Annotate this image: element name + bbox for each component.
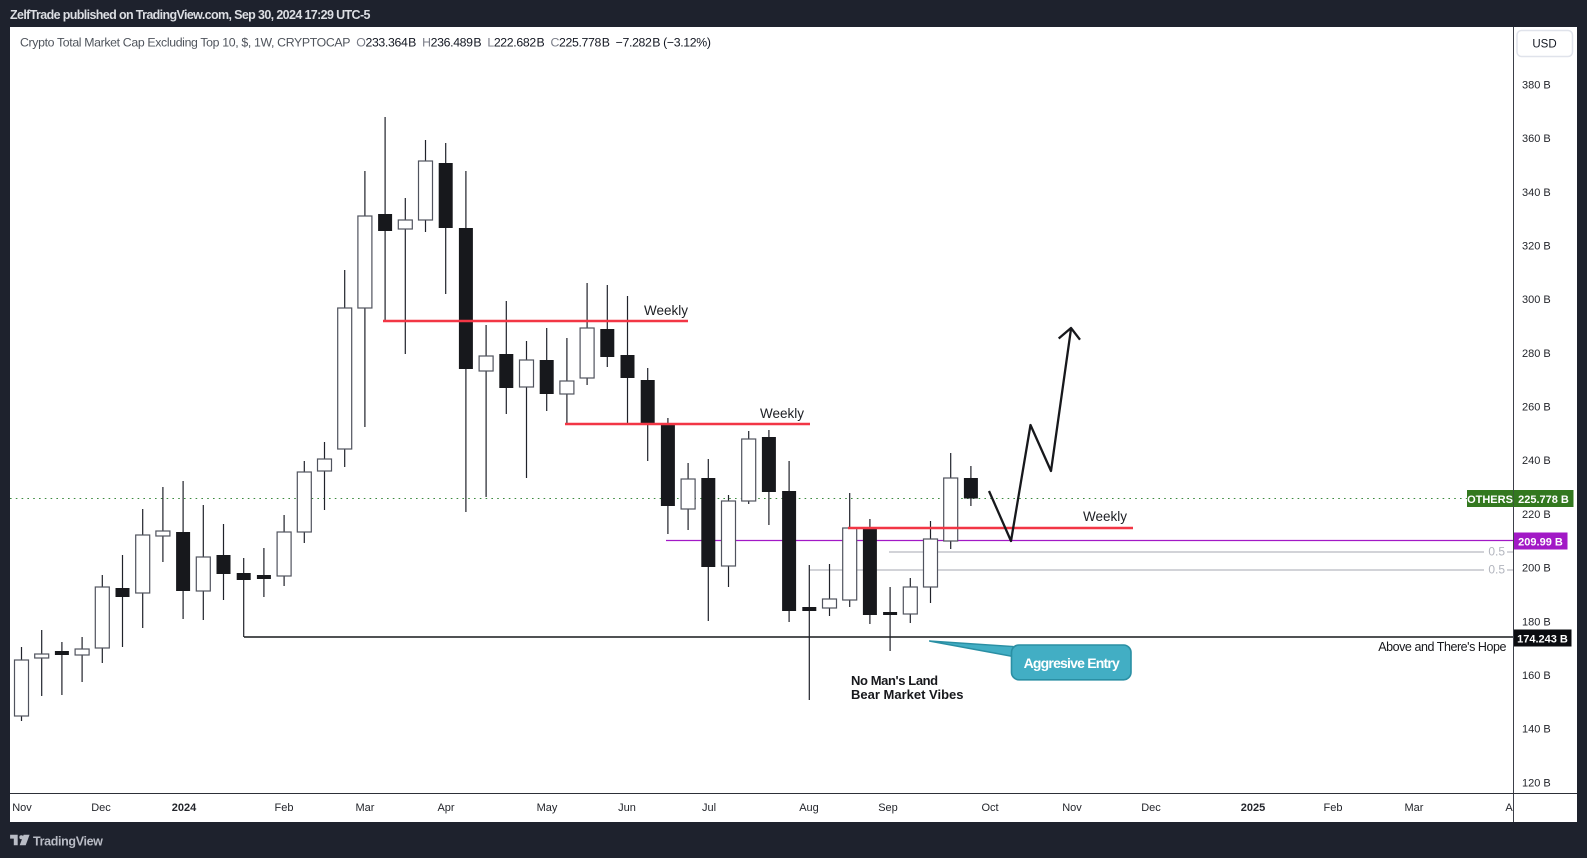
svg-text:Jun: Jun	[618, 802, 636, 814]
svg-text:Aug: Aug	[799, 802, 819, 814]
svg-text:Bear Market Vibes: Bear Market Vibes	[851, 687, 964, 702]
svg-text:300 B: 300 B	[1522, 294, 1551, 306]
svg-text:Nov: Nov	[12, 802, 32, 814]
svg-text:No Man's Land: No Man's Land	[851, 673, 938, 688]
svg-text:Aggresive Entry: Aggresive Entry	[1024, 655, 1120, 671]
svg-text:Feb: Feb	[275, 802, 294, 814]
svg-text:Apr: Apr	[437, 802, 454, 814]
svg-text:174.243 B: 174.243 B	[1517, 633, 1568, 645]
svg-text:2025: 2025	[1241, 802, 1265, 814]
svg-text:220 B: 220 B	[1522, 509, 1551, 521]
svg-text:360 B: 360 B	[1522, 133, 1551, 145]
svg-text:0.5: 0.5	[1488, 545, 1505, 559]
svg-text:Crypto Total Market Cap Exclud: Crypto Total Market Cap Excluding Top 10…	[20, 36, 711, 50]
svg-text:Dec: Dec	[91, 802, 111, 814]
svg-text:2024: 2024	[172, 802, 197, 814]
svg-text:380 B: 380 B	[1522, 79, 1551, 91]
svg-text:160 B: 160 B	[1522, 670, 1551, 682]
svg-text:Weekly: Weekly	[644, 303, 688, 318]
svg-text:May: May	[537, 802, 558, 814]
svg-text:120 B: 120 B	[1522, 777, 1551, 789]
svg-text:Nov: Nov	[1062, 802, 1082, 814]
svg-text:260 B: 260 B	[1522, 402, 1551, 414]
svg-text:320 B: 320 B	[1522, 241, 1551, 253]
svg-text:180 B: 180 B	[1522, 616, 1551, 628]
svg-text:Above and There's Hope: Above and There's Hope	[1378, 640, 1506, 654]
svg-text:Oct: Oct	[981, 802, 998, 814]
svg-text:A: A	[1505, 802, 1513, 814]
svg-text:225.778 B: 225.778 B	[1518, 494, 1569, 506]
svg-text:280 B: 280 B	[1522, 348, 1551, 360]
svg-text:TradingView: TradingView	[33, 834, 103, 848]
svg-text:Jul: Jul	[702, 802, 716, 814]
svg-text:Feb: Feb	[1324, 802, 1343, 814]
svg-text:Mar: Mar	[1405, 802, 1424, 814]
svg-text:ZelfTrade published on Trading: ZelfTrade published on TradingView.com, …	[10, 8, 370, 22]
svg-text:OTHERS: OTHERS	[1467, 494, 1513, 506]
svg-text:240 B: 240 B	[1522, 455, 1551, 467]
svg-text:Weekly: Weekly	[760, 406, 804, 421]
svg-text:340 B: 340 B	[1522, 187, 1551, 199]
svg-text:Sep: Sep	[878, 802, 898, 814]
svg-text:Weekly: Weekly	[1083, 509, 1127, 524]
svg-text:209.99 B: 209.99 B	[1518, 536, 1563, 548]
svg-text:Mar: Mar	[356, 802, 375, 814]
svg-text:Dec: Dec	[1141, 802, 1161, 814]
svg-text:200 B: 200 B	[1522, 563, 1551, 575]
svg-text:0.5: 0.5	[1488, 563, 1505, 577]
svg-text:USD: USD	[1532, 38, 1556, 50]
svg-text:140 B: 140 B	[1522, 724, 1551, 736]
